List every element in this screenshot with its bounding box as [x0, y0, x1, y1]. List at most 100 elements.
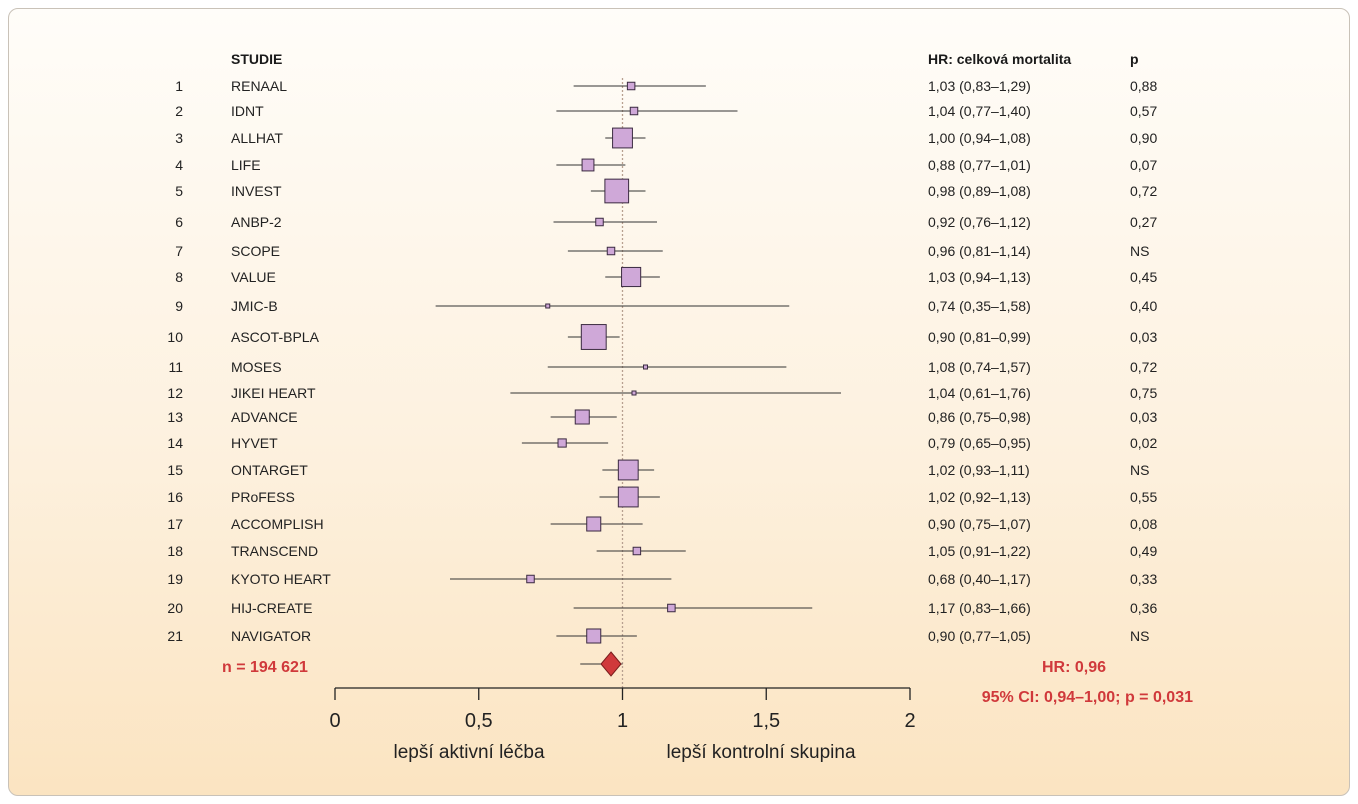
hr-value: 1,17 (0,83–1,66) [928, 600, 1031, 616]
header-p: p [1130, 51, 1139, 67]
hr-value: 0,74 (0,35–1,58) [928, 298, 1031, 314]
study-name: MOSES [231, 359, 282, 375]
study-number: 12 [167, 385, 183, 401]
hr-value: 0,79 (0,65–0,95) [928, 435, 1031, 451]
study-number: 4 [175, 157, 183, 173]
p-value: 0,40 [1130, 298, 1157, 314]
study-name: INVEST [231, 183, 282, 199]
p-value: 0,75 [1130, 385, 1157, 401]
study-rows: 1 RENAAL 1,03 (0,83–1,29) 0,88 2 IDNT 1,04 (0,… [167, 78, 1157, 644]
p-value: 0,45 [1130, 269, 1157, 285]
study-number: 7 [175, 243, 183, 259]
p-value: 0,72 [1130, 359, 1157, 375]
summary-hr-label: HR: 0,96 [1042, 659, 1106, 676]
p-value: NS [1130, 628, 1149, 644]
hr-box [557, 438, 567, 448]
hr-value: 0,96 (0,81–1,14) [928, 243, 1031, 259]
study-name: ONTARGET [231, 462, 308, 478]
study-row: 1 RENAAL 1,03 (0,83–1,29) 0,88 [175, 78, 1157, 94]
p-value: 0,36 [1130, 600, 1157, 616]
study-name: ADVANCE [231, 409, 298, 425]
hr-value: 1,05 (0,91–1,22) [928, 543, 1031, 559]
p-value: 0,90 [1130, 130, 1157, 146]
study-name: HIJ-CREATE [231, 600, 312, 616]
hr-box [580, 324, 607, 350]
study-number: 16 [167, 489, 183, 505]
hr-box [526, 574, 535, 584]
study-name: ACCOMPLISH [231, 516, 324, 532]
study-row: 8 VALUE 1,03 (0,94–1,13) 0,45 [175, 266, 1157, 288]
hr-box [586, 628, 602, 644]
study-row: 19 KYOTO HEART 0,68 (0,40–1,17) 0,33 [167, 571, 1157, 587]
p-value: 0,27 [1130, 214, 1157, 230]
x-axis-left-label: lepší aktivní léčba [393, 742, 544, 763]
study-name: ALLHAT [231, 130, 283, 146]
hr-box [604, 178, 630, 204]
study-name: SCOPE [231, 243, 280, 259]
hr-box [626, 81, 636, 91]
study-row: 13 ADVANCE 0,86 (0,75–0,98) 0,03 [167, 409, 1157, 425]
study-number: 5 [175, 183, 183, 199]
hr-box [667, 603, 676, 613]
study-number: 21 [167, 628, 183, 644]
study-number: 18 [167, 543, 183, 559]
study-name: JIKEI HEART [231, 385, 316, 401]
study-row: 2 IDNT 1,04 (0,77–1,40) 0,57 [175, 103, 1157, 119]
hr-box [632, 546, 642, 556]
hr-box [581, 158, 595, 172]
study-number: 3 [175, 130, 183, 146]
hr-value: 1,00 (0,94–1,08) [928, 130, 1031, 146]
hr-box [621, 266, 642, 288]
hr-box [595, 217, 604, 227]
x-tick-label: 1 [617, 710, 628, 732]
p-value: NS [1130, 243, 1149, 259]
hr-box [606, 246, 616, 256]
study-row: 17 ACCOMPLISH 0,90 (0,75–1,07) 0,08 [167, 516, 1157, 532]
study-number: 19 [167, 571, 183, 587]
p-value: 0,08 [1130, 516, 1157, 532]
hr-value: 1,03 (0,94–1,13) [928, 269, 1031, 285]
study-name: JMIC-B [231, 298, 278, 314]
hr-box [612, 127, 633, 149]
x-tick-label: 0,5 [465, 710, 493, 732]
hr-box [631, 390, 637, 396]
p-value: 0,03 [1130, 329, 1157, 345]
study-row: 4 LIFE 0,88 (0,77–1,01) 0,07 [175, 157, 1157, 173]
study-name: RENAAL [231, 78, 287, 94]
x-tick-label: 0 [329, 710, 340, 732]
study-number: 13 [167, 409, 183, 425]
study-row: 18 TRANSCEND 1,05 (0,91–1,22) 0,49 [167, 543, 1157, 559]
hr-box [574, 409, 590, 425]
p-value: 0,07 [1130, 157, 1157, 173]
study-row: 7 SCOPE 0,96 (0,81–1,14) NS [175, 243, 1149, 259]
study-number: 6 [175, 214, 183, 230]
study-name: IDNT [231, 103, 264, 119]
study-number: 20 [167, 600, 183, 616]
p-value: 0,55 [1130, 489, 1157, 505]
study-name: ANBP-2 [231, 214, 282, 230]
study-number: 2 [175, 103, 183, 119]
study-name: VALUE [231, 269, 276, 285]
study-row: 16 PRoFESS 1,02 (0,92–1,13) 0,55 [167, 486, 1157, 508]
p-value: 0,03 [1130, 409, 1157, 425]
hr-value: 0,86 (0,75–0,98) [928, 409, 1031, 425]
hr-value: 0,90 (0,75–1,07) [928, 516, 1031, 532]
study-row: 11 MOSES 1,08 (0,74–1,57) 0,72 [168, 359, 1157, 375]
hr-box [629, 106, 639, 116]
study-number: 17 [167, 516, 183, 532]
hr-value: 0,90 (0,77–1,05) [928, 628, 1031, 644]
x-axis-right-label: lepší kontrolní skupina [666, 742, 855, 763]
study-number: 10 [167, 329, 183, 345]
hr-value: 1,04 (0,61–1,76) [928, 385, 1031, 401]
header-hr: HR: celková mortalita [928, 51, 1071, 67]
p-value: 0,72 [1130, 183, 1157, 199]
study-name: PRoFESS [231, 489, 295, 505]
hr-box [617, 486, 639, 508]
hr-box [586, 516, 602, 532]
hr-value: 1,03 (0,83–1,29) [928, 78, 1031, 94]
header-study: STUDIE [231, 51, 282, 67]
study-name: KYOTO HEART [231, 571, 331, 587]
hr-value: 0,92 (0,76–1,12) [928, 214, 1031, 230]
hr-box [545, 303, 551, 309]
study-row: 3 ALLHAT 1,00 (0,94–1,08) 0,90 [175, 127, 1157, 149]
